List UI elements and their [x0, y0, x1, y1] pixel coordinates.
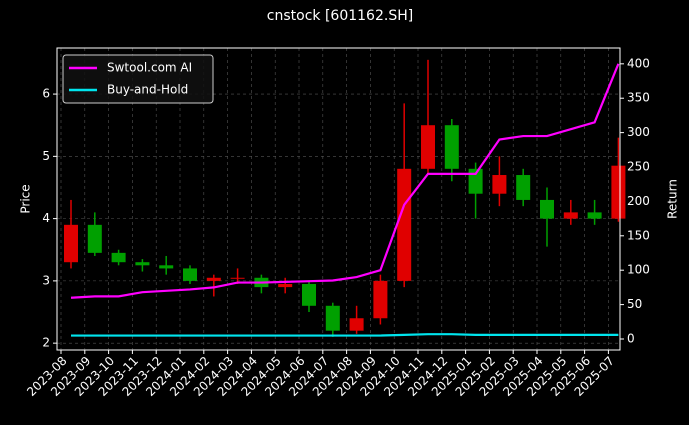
plot-frame — [56, 47, 621, 351]
candle-body — [611, 165, 626, 219]
y2-tick-label: 400 — [627, 56, 650, 70]
y-tick-label: 4 — [42, 211, 50, 225]
y-tick-label: 5 — [42, 149, 50, 163]
candle-body — [349, 318, 364, 331]
y2-tick-label: 0 — [627, 331, 635, 345]
y-tick-label: 6 — [42, 87, 50, 101]
candle-body — [183, 268, 197, 281]
candle-body — [278, 283, 293, 288]
candle-body — [492, 175, 507, 194]
candle-body — [111, 252, 126, 263]
candle-body — [302, 283, 316, 306]
candle-body — [325, 305, 340, 331]
candle-body — [397, 168, 412, 281]
candle-body — [468, 168, 483, 194]
candle-body — [516, 175, 531, 200]
y2-tick-label: 250 — [627, 160, 650, 174]
y2-tick-label: 100 — [627, 263, 650, 277]
candle-body — [421, 125, 435, 169]
candle-body — [159, 265, 174, 269]
y2-tick-label: 350 — [627, 91, 650, 105]
series-line — [71, 333, 619, 337]
y-axis-label: Price — [19, 184, 33, 213]
series-line — [70, 63, 620, 299]
candle-body — [373, 280, 388, 319]
legend-label: Swtool.com AI — [107, 61, 192, 75]
candle-body — [540, 199, 554, 219]
legend-label: Buy-and-Hold — [107, 83, 188, 97]
y2-tick-label: 150 — [627, 228, 650, 242]
candle-body — [135, 262, 150, 266]
candle-body — [563, 212, 578, 219]
candle-body — [230, 277, 245, 279]
y-tick-label: 3 — [42, 273, 50, 287]
y2-tick-label: 50 — [627, 297, 642, 311]
y2-tick-label: 300 — [627, 125, 650, 139]
chart-title: cnstock [601162.SH] — [267, 8, 413, 24]
legend-box — [62, 54, 214, 104]
y-tick-label: 2 — [42, 336, 50, 350]
candle-body — [206, 277, 221, 281]
candle-body — [444, 125, 459, 169]
y2-axis-label: Return — [666, 179, 680, 219]
y2-tick-label: 200 — [627, 194, 650, 208]
candle-body — [587, 212, 602, 219]
candle-body — [64, 224, 78, 263]
candle-body — [87, 224, 102, 253]
